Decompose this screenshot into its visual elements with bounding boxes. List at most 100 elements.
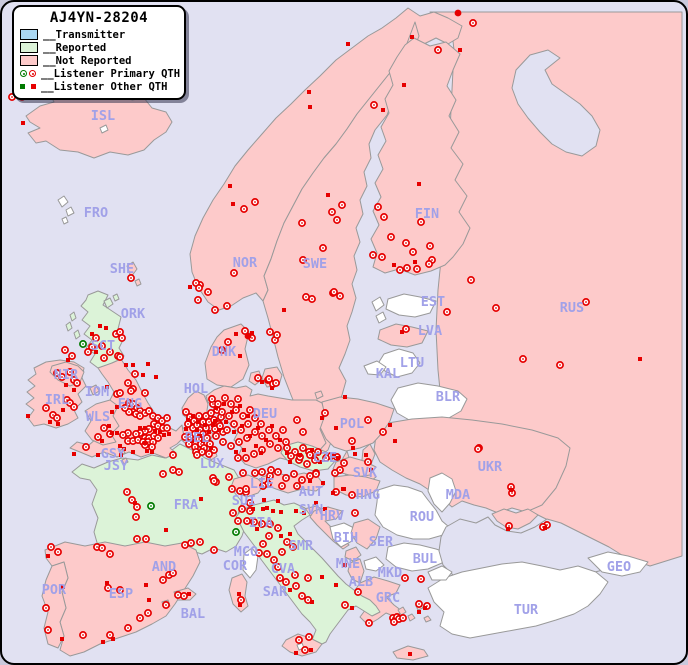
legend-title: AJ4YN-28204 [49,10,149,26]
listener-other-marker [138,426,142,430]
marker-center-dot [304,649,306,651]
primary-qth-icons [20,70,36,77]
listener-other-marker [346,42,350,46]
listener-other-marker [543,526,547,530]
marker-center-dot [242,415,244,417]
country-label-bih: BIH [334,530,358,546]
marker-center-dot [188,443,190,445]
listener-other-marker [343,563,347,567]
marker-center-dot [189,436,191,438]
marker-center-dot [254,431,256,433]
marker-center-dot [184,436,186,438]
country-label-gsy: GSY [101,446,126,462]
marker-center-dot [262,543,264,545]
country-geo [587,551,649,577]
marker-center-dot [367,419,369,421]
country-label-dnk: DNK [212,344,237,360]
marker-center-dot [237,520,239,522]
marker-center-dot [307,599,309,601]
marker-center-dot [228,476,230,478]
listener-other-marker [308,105,312,109]
marker-center-dot [333,291,335,293]
listener-other-marker [256,426,260,430]
marker-center-dot [242,472,244,474]
legend-item-primary-qth: __Listener Primary QTH [20,67,180,80]
listener-other-marker [638,357,642,361]
marker-center-dot [233,272,235,274]
marker-center-dot [221,349,223,351]
country-label-cor: COR [223,558,248,574]
marker-center-dot [127,627,129,629]
listener-other-marker [213,419,217,423]
listener-other-marker [90,332,94,336]
listener-other-marker [255,527,259,531]
marker-center-dot [269,523,271,525]
country-label-tur: TUR [514,602,539,618]
marker-center-dot [147,612,149,614]
country-label-esp: ESP [109,586,133,602]
listener-other-marker [402,83,406,87]
marker-center-dot [393,621,395,623]
marker-center-dot [311,298,313,300]
marker-center-dot [344,604,346,606]
marker-center-dot [405,242,407,244]
marker-center-dot [185,411,187,413]
country-label-cva: CVA [271,561,295,577]
marker-center-dot [119,392,121,394]
marker-center-dot [247,423,249,425]
listener-other-marker [251,507,255,511]
listener-other-marker [288,460,292,464]
marker-center-dot [207,291,209,293]
marker-center-dot [429,245,431,247]
marker-center-dot [317,451,319,453]
country-fin [370,37,471,276]
marker-center-dot [292,546,294,548]
legend-label: __Reported [43,41,107,54]
listener-other-marker [334,583,338,587]
legend-box: AJ4YN-28204 __Transmitter __Reported __N… [12,5,186,100]
country-label-pol: POL [340,416,364,432]
marker-center-dot [190,542,192,544]
listener-other-marker [158,430,162,434]
marker-center-dot [193,420,195,422]
marker-center-dot [390,236,392,238]
listener-other-marker [234,332,238,336]
listener-other-marker [413,260,417,264]
listener-other-marker [393,439,397,443]
listener-other-marker [119,453,123,457]
listener-other-marker [369,468,373,472]
listener-other-marker [198,434,202,438]
listener-other-marker [60,637,64,641]
marker-center-dot [285,441,287,443]
country-mda [427,472,457,513]
marker-center-dot [279,577,281,579]
country-label-irl: IRL [45,392,69,408]
green-circle-marker-icon [20,70,27,77]
marker-center-dot [215,435,217,437]
country-label-mco: MCO [234,544,258,560]
listener-other-marker [232,430,236,434]
marker-center-dot [254,201,256,203]
marker-center-dot [226,305,228,307]
country-label-alb: ALB [349,574,373,590]
white-sea [511,49,601,157]
marker-center-dot [368,622,370,624]
listener-other-marker [207,430,211,434]
marker-center-dot [64,349,66,351]
listener-other-marker [133,501,137,505]
listener-other-marker [224,420,228,424]
marker-center-dot [119,331,121,333]
marker-center-dot [237,398,239,400]
country-label-ork: ORK [121,306,146,322]
listener-other-marker [115,405,119,409]
listener-other-marker [104,326,108,330]
marker-center-dot [261,471,263,473]
marker-center-dot [508,525,510,527]
marker-center-dot [87,351,89,353]
listener-other-marker [408,652,412,656]
listener-other-marker [72,452,76,456]
marker-center-dot [335,491,337,493]
marker-center-dot [302,431,304,433]
country-label-grc: GRC [376,590,400,606]
listener-other-marker [270,424,274,428]
